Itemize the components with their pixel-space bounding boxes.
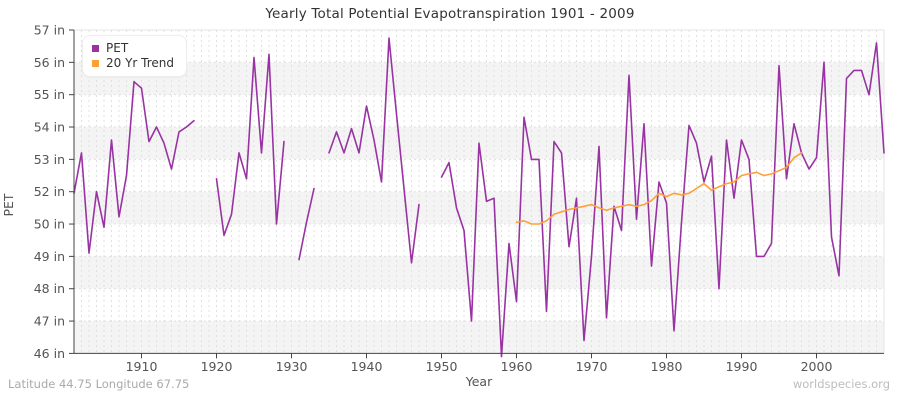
svg-text:48 in: 48 in <box>34 281 65 296</box>
svg-text:49 in: 49 in <box>34 249 65 264</box>
svg-text:1910: 1910 <box>126 359 158 374</box>
legend-label-pet: PET <box>106 41 129 55</box>
plot-frame <box>74 29 885 354</box>
svg-text:PET: PET <box>1 193 16 216</box>
svg-text:1980: 1980 <box>651 359 683 374</box>
svg-text:1950: 1950 <box>426 359 458 374</box>
pet-swatch-icon <box>92 45 99 52</box>
gridlines <box>73 29 885 354</box>
x-axis-title: Year <box>465 374 493 389</box>
svg-text:52 in: 52 in <box>34 184 65 199</box>
legend-label-trend: 20 Yr Trend <box>106 56 175 70</box>
y-tick-labels: 57 in 56 in 55 in 54 in 53 in 52 in 50 in 49 in… <box>34 23 74 361</box>
svg-text:46 in: 46 in <box>34 346 65 361</box>
svg-text:2000: 2000 <box>801 359 833 374</box>
watermark: worldspecies.org <box>792 377 890 391</box>
svg-text:54 in: 54 in <box>34 120 65 135</box>
svg-text:1970: 1970 <box>576 359 608 374</box>
y-axis-title: PET <box>1 193 16 216</box>
svg-text:53 in: 53 in <box>34 152 65 167</box>
svg-text:1930: 1930 <box>276 359 308 374</box>
svg-text:56 in: 56 in <box>34 55 65 70</box>
page-title: Yearly Total Potential Evapotranspiratio… <box>265 6 635 22</box>
svg-text:1960: 1960 <box>501 359 533 374</box>
legend-item-trend: 20 Yr Trend <box>92 56 174 71</box>
x-tick-labels: 1910 1920 1930 1940 1950 1960 1970 1980 1990 2000 <box>126 353 833 374</box>
svg-text:47 in: 47 in <box>34 314 65 329</box>
coordinates-caption: Latitude 44.75 Longitude 67.75 <box>8 377 190 391</box>
trend-swatch-icon <box>92 60 99 67</box>
legend: PET 20 Yr Trend <box>82 35 188 77</box>
svg-text:1920: 1920 <box>201 359 233 374</box>
svg-text:50 in: 50 in <box>34 217 65 232</box>
legend-item-pet: PET <box>92 41 174 56</box>
svg-text:55 in: 55 in <box>34 87 65 102</box>
trend-line-series <box>515 152 803 225</box>
svg-text:57 in: 57 in <box>34 23 65 38</box>
pet-line-series <box>73 37 885 358</box>
svg-text:1990: 1990 <box>726 359 758 374</box>
svg-text:1940: 1940 <box>351 359 383 374</box>
